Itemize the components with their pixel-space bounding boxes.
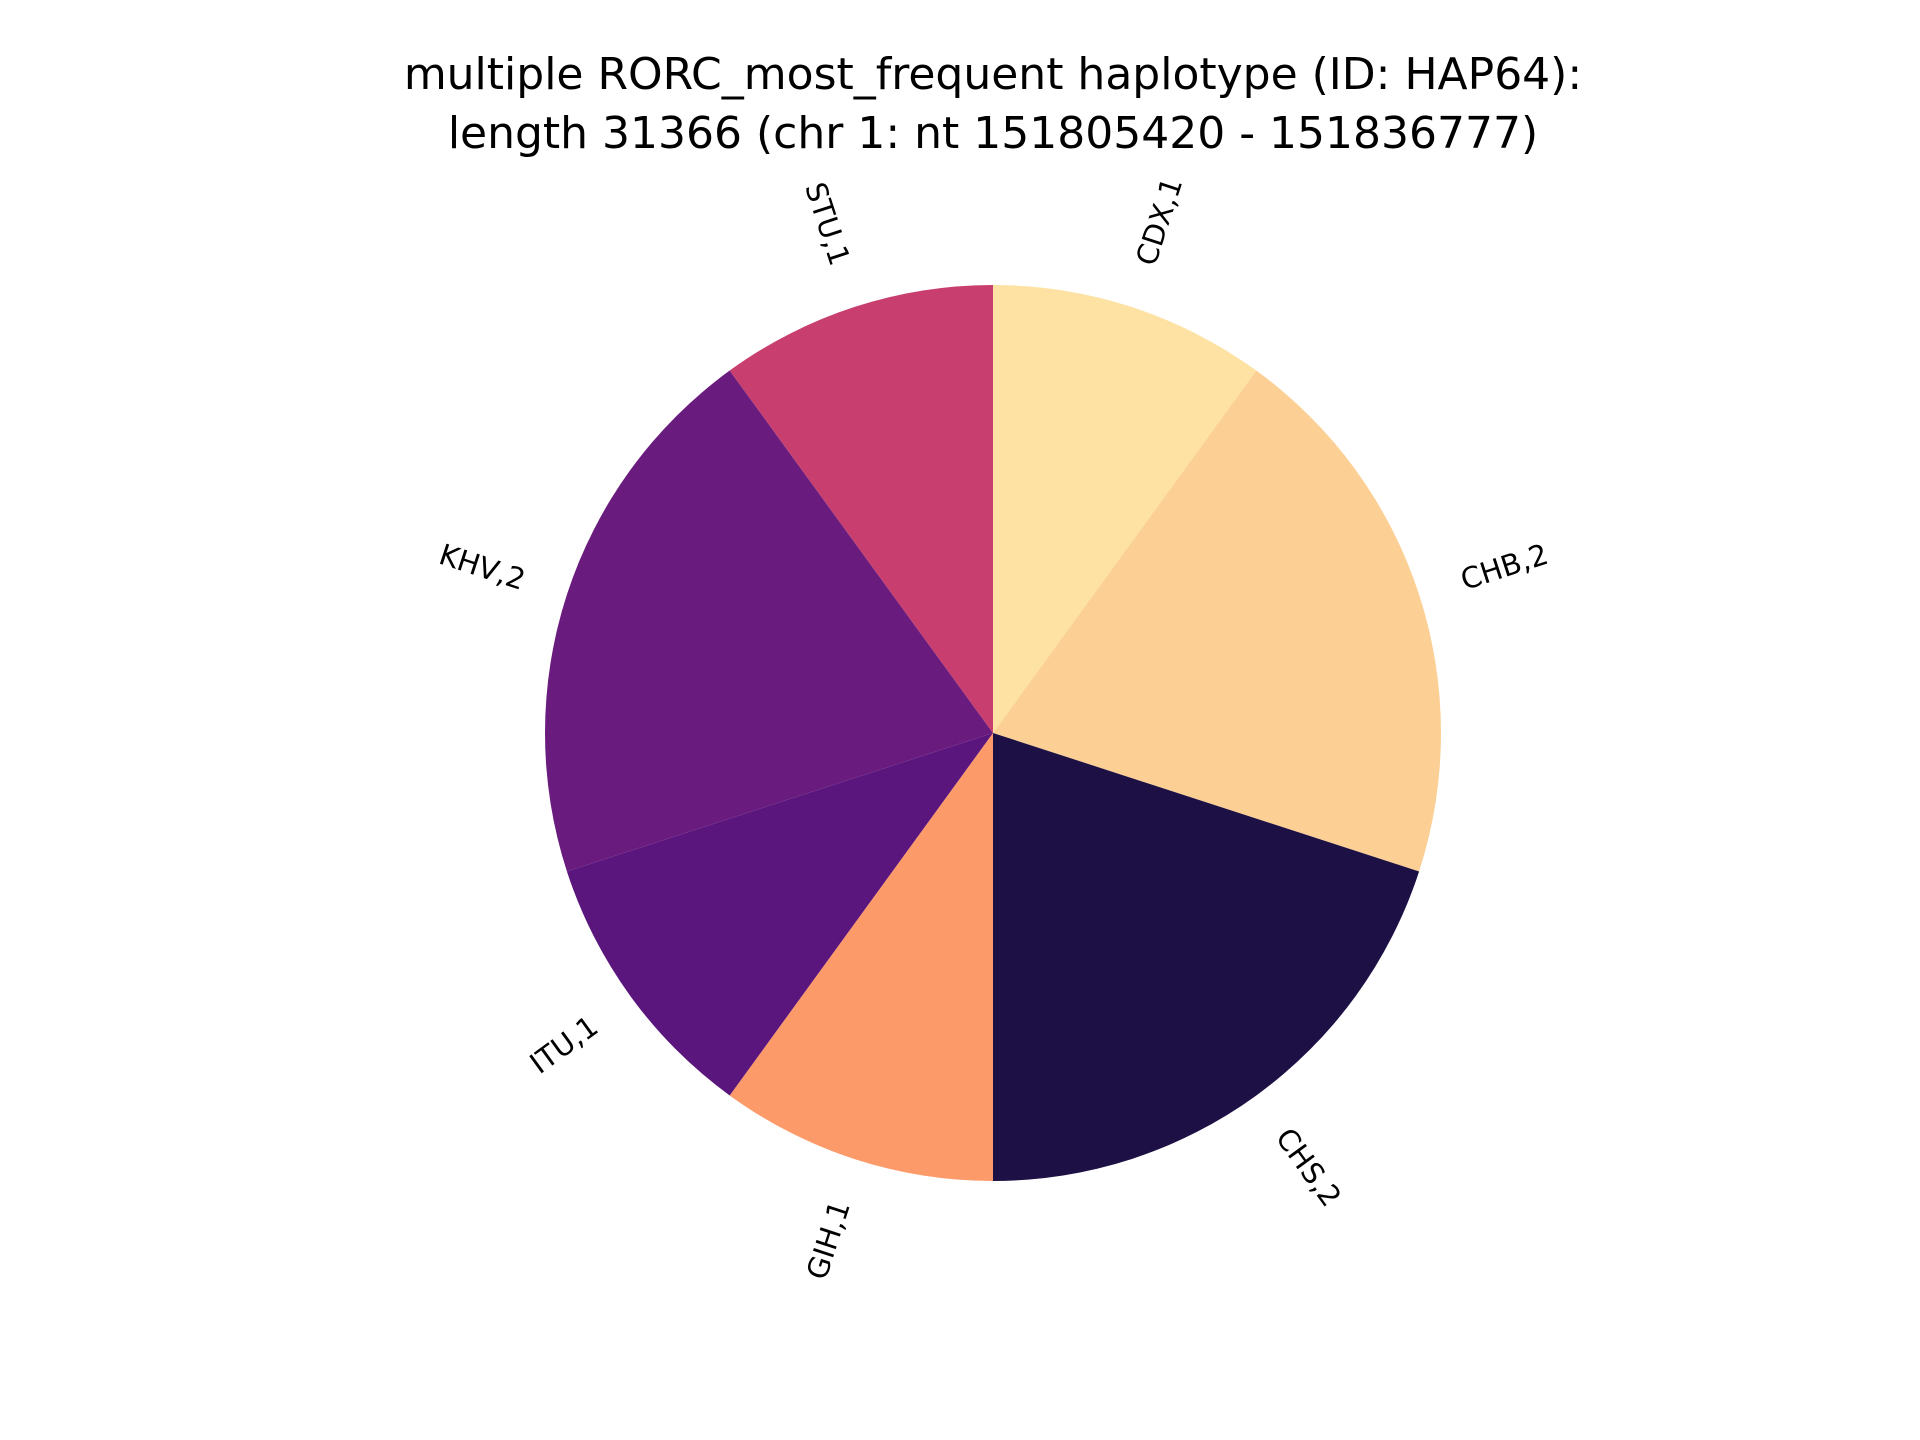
pie-label-khv: KHV,2	[435, 537, 530, 597]
chart-title-line-2: length 31366 (chr 1: nt 151805420 - 1518…	[448, 108, 1538, 159]
pie-label-stu: STU,1	[798, 178, 857, 269]
pie-label-itu: ITU,1	[524, 1009, 605, 1081]
pie-slice-chs	[993, 733, 1420, 1181]
pie-slice-chb	[993, 370, 1441, 872]
pie-label-gih: GIH,1	[800, 1196, 857, 1283]
pie-label-cdx: CDX,1	[1129, 173, 1189, 269]
pie-slice-cdx	[993, 285, 1257, 733]
pie-slice-stu	[729, 285, 993, 733]
pie-label-chs: CHS,2	[1269, 1122, 1348, 1213]
chart-title-line-1: multiple RORC_most_frequent haplotype (I…	[404, 49, 1582, 100]
pie-slices	[545, 285, 1441, 1181]
pie-slice-itu	[566, 733, 993, 1096]
pie-slice-khv	[545, 370, 993, 872]
pie-label-chb: CHB,2	[1456, 537, 1552, 597]
pie-slice-gih	[729, 733, 993, 1181]
